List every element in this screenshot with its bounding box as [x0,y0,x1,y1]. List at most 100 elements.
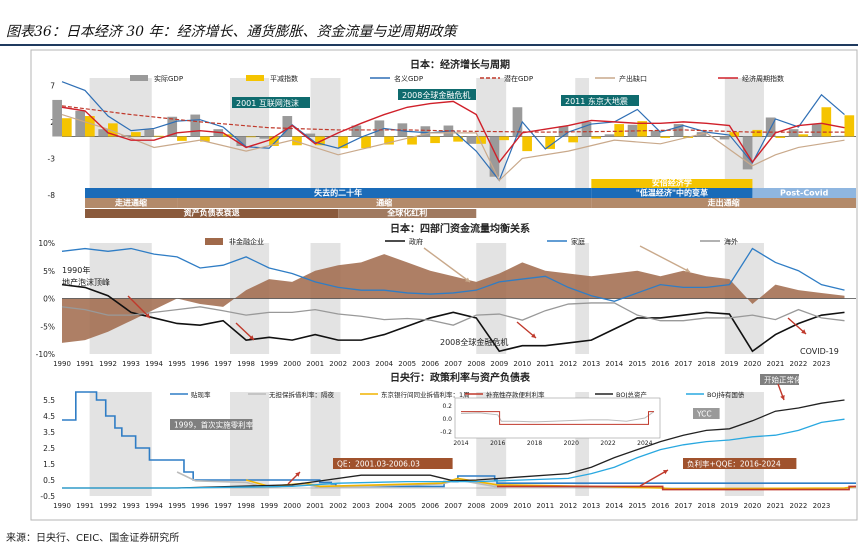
annotation-box [561,95,639,106]
x-tick-label: 2003 [352,360,370,368]
bar-real-gdp [351,125,362,137]
x-tick-label: 2007 [444,502,462,510]
x-tick-label: 2005 [398,360,416,368]
x-tick-label: 2019 [721,502,739,510]
bar-deflator [614,124,625,137]
series-line [62,399,845,489]
x-tick-label: 1996 [191,502,209,510]
deflation-band-label: 通缩 [376,198,392,208]
annotation-label: 2008全球金融危机 [440,337,508,347]
x-tick-label: 2020 [744,360,762,368]
annotation-arrowhead [780,395,785,400]
inset-y-tick-label: -0.2 [440,429,452,436]
bar-deflator [154,135,164,137]
legend-swatch [246,75,264,81]
bar-deflator [108,123,118,137]
y-tick-label: -0.5 [40,492,55,501]
x-tick-label: 1996 [191,360,209,368]
recession-span [230,392,270,496]
bar-real-gdp [604,134,615,137]
legend-label: 无担保拆借利率：隔夜 [269,390,335,399]
deflation-band [591,198,856,208]
bar-real-gdp [282,116,293,137]
x-tick-label: 2019 [721,360,739,368]
bar-deflator [292,136,302,146]
bar-deflator [476,136,486,144]
x-tick-label: 1993 [122,502,140,510]
balance-sheet-band [85,209,339,218]
legend-label: 补充性存款便利利率 [486,390,545,399]
bar-deflator [499,136,509,141]
x-tick-label: 2015 [628,502,646,510]
bar-deflator [522,136,532,152]
inset-y-tick-label: 0.0 [442,416,452,423]
x-tick-label: 1992 [99,502,117,510]
x-tick-label: 2014 [605,360,623,368]
legend-label: 政府 [409,237,423,246]
bar-deflator [844,115,855,137]
legend-label: BOJ总资产 [616,390,647,399]
x-tick-label: 2004 [375,360,393,368]
annotation-arrowhead [145,313,150,318]
series-line [61,113,845,182]
inset-x-tick-label: 2024 [637,440,652,447]
annotation-label: COVID-19 [800,347,839,356]
bar-real-gdp [512,107,523,137]
panel3-title: 日央行：政策利率与资产负债表 [390,371,531,384]
x-tick-label: 1991 [76,502,94,510]
x-tick-label: 2003 [352,502,370,510]
x-tick-label: 2002 [329,502,347,510]
x-tick-label: 2000 [283,360,301,368]
x-tick-label: 2014 [605,502,623,510]
y-tick-label: 3.5 [43,428,55,437]
bar-real-gdp [98,129,109,137]
annotation-arrow [423,247,471,283]
x-tick-label: 2001 [306,360,324,368]
annotation-label: 1999，首次实施零利率 [174,420,254,430]
bar-deflator [338,136,348,149]
legend-swatch [205,238,223,245]
annotation-label-box [693,408,720,419]
bar-real-gdp [75,110,86,137]
bar-deflator [177,136,187,141]
legend-label: 贴现率 [191,390,211,399]
inset-x-tick-label: 2022 [600,440,615,447]
y-tick-label: 0.5 [43,476,55,485]
recession-span [724,392,764,496]
bar-real-gdp [236,136,247,147]
bar-real-gdp [558,126,569,137]
x-tick-label: 2018 [697,502,715,510]
annotation-label: 2008全球金融危机 [402,90,470,100]
series-line [496,485,856,491]
annotation-arrowhead [249,335,254,340]
bar-real-gdp [673,124,684,137]
bar-real-gdp [489,136,500,177]
figure-caption-bar: 图表36：日本经济 30 年：经济增长、通货膨胀、资金流量与逆周期政策 [0,18,858,46]
inset-x-tick-label: 2014 [453,440,468,447]
x-tick-label: 2009 [490,502,508,510]
bar-deflator [752,129,763,137]
abenomics-band-label: 安倍经济学 [652,178,692,188]
x-tick-label: 1994 [145,360,163,368]
legend-label: 名义GDP [394,74,423,83]
era-band-label: "低温经济"中的变革 [636,188,708,198]
inset-x-tick-label: 2018 [527,440,542,447]
y-tick-label: 5% [43,267,55,276]
x-tick-label: 2018 [697,360,715,368]
bar-deflator [545,136,555,149]
y-tick-label: 2.5 [43,444,55,453]
x-tick-label: 2005 [398,502,416,510]
bar-deflator [660,136,671,138]
bar-real-gdp [650,130,661,137]
annotation-label-box [683,458,797,469]
series-line [61,105,845,133]
bar-real-gdp [52,99,62,137]
bar-real-gdp [374,120,385,137]
era-band [752,188,856,198]
x-tick-label: 2010 [513,502,531,510]
era-band [85,188,592,198]
bar-deflator [246,136,256,138]
x-tick-label: 2013 [582,360,600,368]
bar-deflator [453,136,463,142]
